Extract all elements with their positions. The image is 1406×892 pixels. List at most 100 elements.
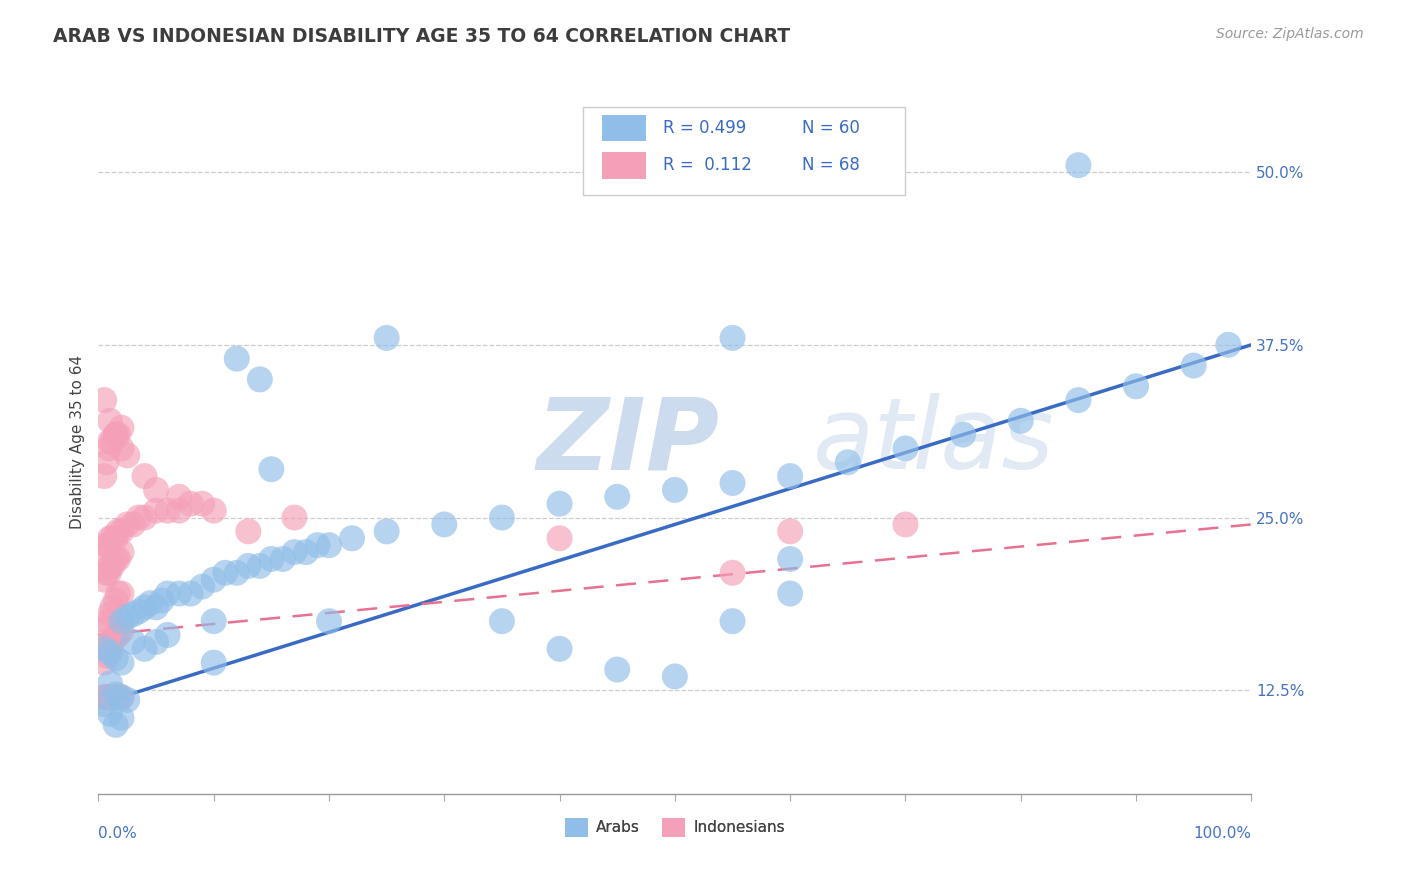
Point [145,600,167,615]
Point [107,690,129,705]
Point [98,558,121,573]
Point [117,693,139,707]
Point [1067,158,1090,172]
Point [104,690,127,705]
Point [721,566,744,580]
Point [97,614,120,628]
Point [110,711,132,725]
Point [110,524,132,539]
Point [180,497,202,511]
Point [110,586,132,600]
Text: ARAB VS INDONESIAN DISABILITY AGE 35 TO 64 CORRELATION CHART: ARAB VS INDONESIAN DISABILITY AGE 35 TO … [53,27,790,45]
Text: ZIP: ZIP [537,393,720,490]
Point [93,393,115,408]
Point [107,552,129,566]
Point [238,558,260,573]
Point [167,586,190,600]
Point [97,690,120,705]
Point [340,531,363,545]
Point [167,490,190,504]
Point [202,656,225,670]
Point [101,558,124,573]
Point [664,669,686,683]
Point [98,414,121,428]
Point [779,524,801,539]
Point [93,690,115,705]
FancyBboxPatch shape [582,107,905,194]
Point [433,517,456,532]
Point [249,558,271,573]
Point [779,552,801,566]
Point [128,605,150,619]
Point [779,469,801,483]
Point [202,503,225,517]
Point [110,690,132,705]
Point [96,566,118,580]
Point [98,690,121,705]
Point [134,469,156,483]
Point [97,566,120,580]
Point [93,656,115,670]
Point [606,490,628,504]
Point [107,524,129,539]
Point [101,635,124,649]
Text: N = 68: N = 68 [801,156,859,174]
Point [122,607,145,622]
Point [107,586,129,600]
Point [107,628,129,642]
Point [104,552,127,566]
Point [145,635,167,649]
Point [283,510,305,524]
Point [104,718,127,732]
Point [97,538,120,552]
Point [260,462,283,476]
Text: Source: ZipAtlas.com: Source: ZipAtlas.com [1216,27,1364,41]
Point [93,697,115,711]
Point [779,586,801,600]
Point [548,531,571,545]
Point [249,372,271,386]
Point [104,593,127,607]
FancyBboxPatch shape [602,114,647,141]
Point [295,545,318,559]
Text: N = 60: N = 60 [801,119,859,137]
Point [93,469,115,483]
Point [93,573,115,587]
Point [101,690,124,705]
Point [117,448,139,462]
Point [150,593,173,607]
Text: 100.0%: 100.0% [1194,826,1251,840]
Point [894,442,917,456]
Point [191,497,214,511]
Point [214,566,236,580]
Point [156,628,179,642]
Point [93,545,115,559]
Point [283,545,305,559]
FancyBboxPatch shape [602,152,647,178]
Point [202,614,225,628]
Point [104,687,127,701]
Point [606,663,628,677]
Point [101,434,124,449]
Point [98,641,121,656]
Point [271,552,294,566]
Point [145,503,167,517]
Point [107,427,129,442]
Point [96,538,118,552]
Point [110,421,132,435]
Point [180,586,202,600]
Point [1010,414,1032,428]
Point [721,475,744,490]
Point [104,427,127,442]
Point [837,455,859,469]
Point [238,524,260,539]
Point [375,524,398,539]
Point [110,624,132,638]
Point [98,646,121,660]
Point [96,648,118,663]
Point [156,586,179,600]
Point [96,621,118,635]
Text: R = 0.499: R = 0.499 [664,119,747,137]
Point [664,483,686,497]
Point [98,434,121,449]
